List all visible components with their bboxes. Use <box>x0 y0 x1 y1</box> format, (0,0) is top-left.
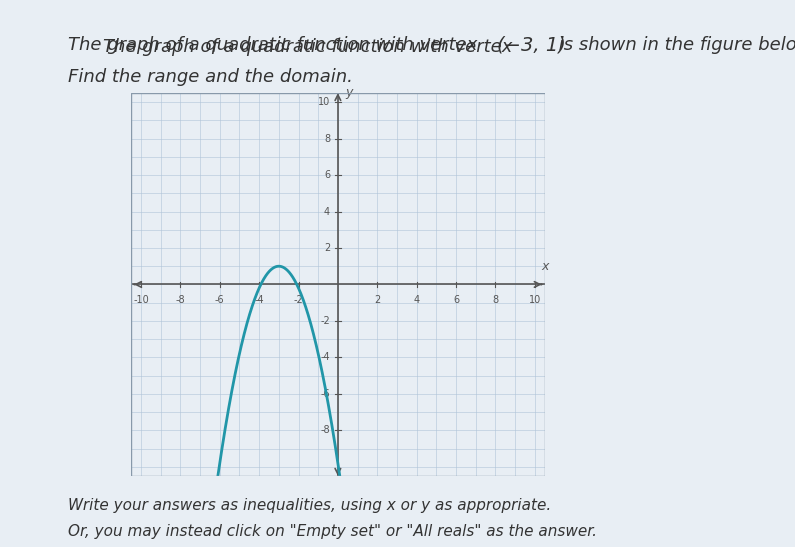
Text: y: y <box>346 86 353 100</box>
Text: 2: 2 <box>374 295 380 305</box>
Text: -2: -2 <box>320 316 330 326</box>
Text: -6: -6 <box>320 389 330 399</box>
Text: The graph of a quadratic function with vertex: The graph of a quadratic function with v… <box>103 38 524 56</box>
Text: -6: -6 <box>215 295 224 305</box>
Text: 8: 8 <box>324 133 330 143</box>
Text: The graph of a quadratic function with vertex: The graph of a quadratic function with v… <box>68 36 483 54</box>
Text: Write your answers as inequalities, using x or y as appropriate.: Write your answers as inequalities, usin… <box>68 498 551 513</box>
Text: -8: -8 <box>176 295 185 305</box>
Text: -4: -4 <box>320 352 330 362</box>
Text: is shown in the figure below.: is shown in the figure below. <box>553 36 795 54</box>
Text: 10: 10 <box>318 97 330 107</box>
Text: -2: -2 <box>293 295 304 305</box>
Text: (−3, 1): (−3, 1) <box>497 36 566 55</box>
Text: 2: 2 <box>324 243 330 253</box>
Text: -10: -10 <box>133 295 149 305</box>
Text: Find the range and the domain.: Find the range and the domain. <box>68 68 352 86</box>
Text: 4: 4 <box>324 207 330 217</box>
Text: 6: 6 <box>453 295 459 305</box>
Text: 4: 4 <box>413 295 420 305</box>
Text: 10: 10 <box>529 295 541 305</box>
Text: -8: -8 <box>320 426 330 435</box>
Text: x: x <box>541 260 549 274</box>
Text: -4: -4 <box>254 295 264 305</box>
Text: Or, you may instead click on "Empty set" or "All reals" as the answer.: Or, you may instead click on "Empty set"… <box>68 524 596 539</box>
Text: 6: 6 <box>324 170 330 180</box>
Text: 8: 8 <box>492 295 498 305</box>
